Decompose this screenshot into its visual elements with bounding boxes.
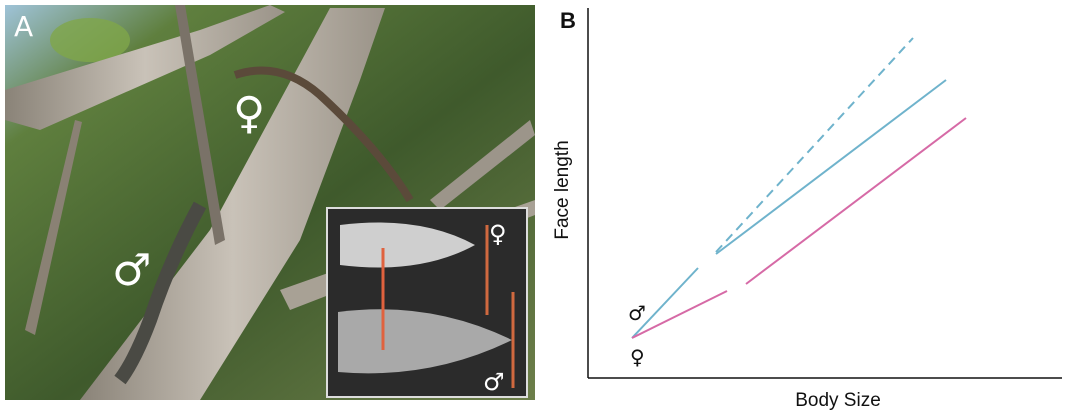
female-symbol: ♀: [233, 88, 265, 139]
figure: A ♀ ♂ ♀ ♂ B Face length Body Size ♂ ♀: [0, 0, 1077, 414]
skull-inset: ♀ ♂: [327, 208, 527, 397]
y-axis-label: Face length: [552, 140, 573, 239]
panel-label: B: [560, 8, 576, 33]
inset-male-symbol: ♂: [483, 368, 505, 396]
page: A ♀ ♂ ♀ ♂ B Face length Body Size ♂ ♀ ((…: [0, 0, 1077, 414]
male-symbol: ♂: [628, 301, 646, 325]
male-dashed-line: [716, 38, 913, 252]
male-line: [716, 80, 946, 254]
schematic-panel: B Face length Body Size ♂ ♀: [552, 8, 1062, 411]
panel-label: A: [14, 10, 33, 43]
female-symbol: ♀: [630, 345, 645, 369]
photo-panel: A ♀ ♂ ♀ ♂: [5, 5, 535, 400]
male-symbol: ♂: [112, 245, 151, 296]
inset-female-symbol: ♀: [489, 220, 507, 248]
female-line: [746, 118, 966, 284]
x-axis-label: Body Size: [795, 390, 881, 411]
female-line: [632, 291, 727, 338]
